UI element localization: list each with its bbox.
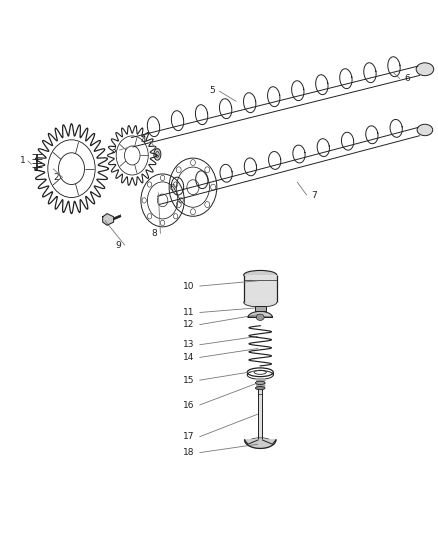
Text: 11: 11 [183,308,194,317]
Text: 12: 12 [183,320,194,329]
Bar [254,306,266,311]
Ellipse shape [416,63,434,76]
Bar [256,377,265,388]
Text: 8: 8 [151,229,157,238]
Text: 1: 1 [20,156,25,165]
Text: 9: 9 [116,241,121,250]
Text: 5: 5 [210,86,215,95]
Text: 6: 6 [405,74,410,83]
Text: 18: 18 [183,448,194,457]
Ellipse shape [154,149,161,160]
Text: 14: 14 [183,353,194,362]
Text: 4: 4 [140,136,146,145]
Polygon shape [103,214,113,225]
Text: 17: 17 [183,432,194,441]
Ellipse shape [417,124,433,136]
Ellipse shape [244,298,277,307]
Ellipse shape [256,314,264,320]
Text: 10: 10 [183,281,194,290]
Ellipse shape [255,381,265,384]
Ellipse shape [255,386,265,390]
Text: 7: 7 [311,191,317,199]
Bar [258,388,262,440]
Text: 13: 13 [183,340,194,349]
Text: 3: 3 [110,146,116,155]
Polygon shape [248,311,272,317]
Text: 16: 16 [183,401,194,409]
Ellipse shape [244,270,277,279]
Text: 15: 15 [183,376,194,385]
Polygon shape [244,275,277,302]
Text: 2: 2 [53,173,59,182]
Polygon shape [244,440,276,448]
